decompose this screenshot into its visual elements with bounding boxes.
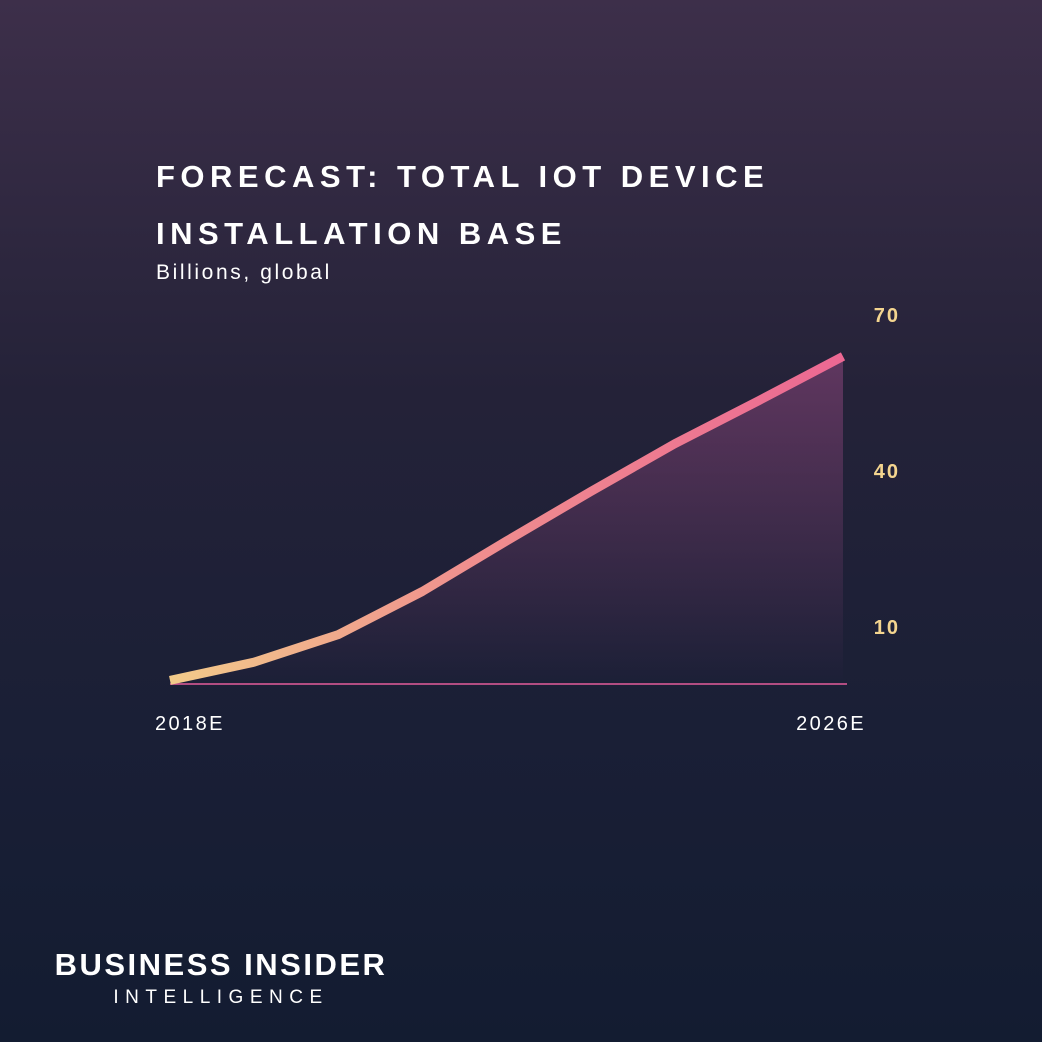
- chart-title: FORECAST: TOTAL IOT DEVICE INSTALLATION …: [156, 159, 770, 251]
- x-tick-label: 2018E: [155, 713, 225, 735]
- series-line: [169, 352, 846, 685]
- y-tick-label: 10: [874, 617, 900, 639]
- brand-logo: BUSINESS INSIDER INTELLIGENCE: [40, 947, 402, 1013]
- x-tick-label: 2026E: [796, 713, 866, 735]
- brand-subname: INTELLIGENCE: [113, 987, 329, 1008]
- brand-name: BUSINESS INSIDER: [54, 947, 388, 982]
- y-tick-label: 40: [874, 461, 900, 483]
- series-area: [170, 356, 843, 684]
- plot-area: 10 40 70 2018E 2026E: [155, 305, 900, 735]
- chart-subtitle: Billions, global: [156, 261, 332, 284]
- y-tick-label: 70: [874, 305, 900, 327]
